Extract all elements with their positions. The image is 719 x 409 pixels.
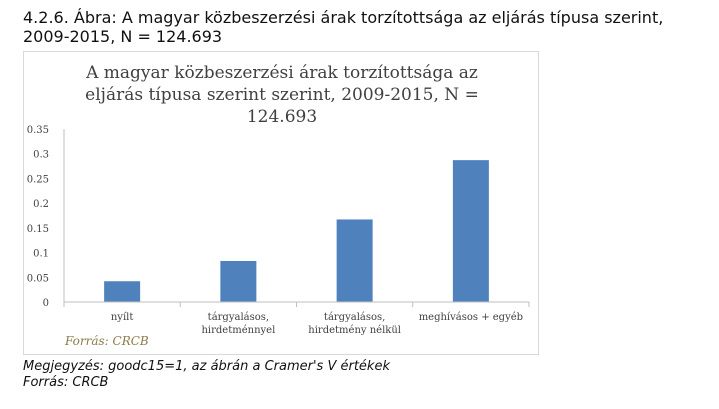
x-category-label: hirdetménnyel bbox=[201, 325, 275, 336]
chart-title-line: A magyar közbeszerzési árak torzítottság… bbox=[85, 63, 478, 83]
figure-note: Megjegyzés: goodc15=1, az ábrán a Cramer… bbox=[23, 359, 390, 374]
y-axis: 0 0.05 0.1 0.15 0.2 0.25 0.3 0.35 bbox=[27, 125, 65, 309]
x-axis: nyílt tárgyalásos, hirdetménnyel tárgyaláso… bbox=[63, 301, 530, 336]
bar bbox=[220, 260, 257, 302]
x-category-label: tárgyalásos, bbox=[208, 312, 269, 323]
y-tick-label: 0.15 bbox=[27, 224, 49, 235]
bar bbox=[104, 281, 141, 302]
bar bbox=[336, 219, 373, 302]
y-tick-label: 0.25 bbox=[27, 174, 49, 185]
chart-title-line: eljárás típusa szerint szerint, 2009-201… bbox=[85, 85, 479, 105]
bar-chart: A magyar közbeszerzési árak torzítottság… bbox=[27, 63, 530, 348]
y-tick-label: 0.1 bbox=[33, 249, 49, 260]
x-category-label: nyílt bbox=[111, 312, 134, 323]
x-category-label: hirdetmény nélkül bbox=[308, 325, 401, 336]
x-category-label: tárgyalásos, bbox=[324, 312, 385, 323]
y-tick-label: 0.3 bbox=[33, 150, 49, 161]
y-tick-label: 0.35 bbox=[27, 125, 49, 136]
bar bbox=[452, 160, 489, 302]
chart-title-line: 124.693 bbox=[247, 107, 317, 127]
chart-title: A magyar közbeszerzési árak torzítottság… bbox=[85, 63, 479, 127]
y-tick-label: 0.2 bbox=[33, 199, 49, 210]
figure-caption: 4.2.6. Ábra: A magyar közbeszerzési árak… bbox=[23, 8, 664, 46]
bars bbox=[104, 160, 489, 302]
y-tick-label: 0 bbox=[43, 298, 49, 309]
figure-source: Forrás: CRCB bbox=[23, 375, 109, 390]
chart-container: A magyar közbeszerzési árak torzítottság… bbox=[23, 51, 539, 355]
y-tick-label: 0.05 bbox=[27, 273, 49, 284]
x-category-label: meghívásos + egyéb bbox=[419, 312, 523, 323]
chart-source-label: Forrás: CRCB bbox=[64, 334, 149, 348]
